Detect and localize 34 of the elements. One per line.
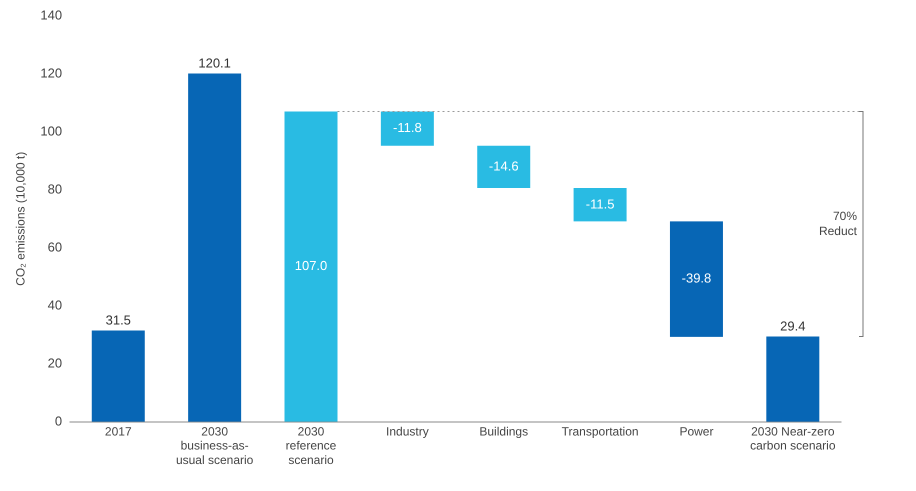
y-tick-label: 0 [54, 413, 62, 428]
bar [670, 221, 723, 337]
x-tick-label: 2030 business-as- usual scenario [176, 424, 254, 468]
data-label: 31.5 [106, 312, 131, 328]
y-tick-label: 20 [48, 355, 62, 370]
y-tick-label: 120 [40, 65, 62, 80]
y-tick-label: 60 [48, 239, 62, 254]
bar [380, 112, 434, 146]
y-tick-label: 100 [40, 123, 62, 138]
bar [477, 146, 530, 188]
bar [574, 188, 627, 222]
data-label: 107.0 [294, 258, 328, 274]
bar [284, 112, 338, 422]
x-tick-label: Transportation [562, 424, 639, 438]
x-tick-label: 2017 [104, 424, 132, 438]
bar [766, 336, 820, 422]
data-label: 120.1 [198, 56, 231, 71]
bar [92, 330, 145, 422]
x-tick-label: Power [679, 424, 714, 438]
x-tick-label: Industry [386, 424, 429, 438]
data-label: -14.6 [488, 158, 519, 174]
data-label: -11.8 [393, 120, 422, 136]
annotation: 70% Reduct [818, 208, 858, 238]
data-label: -11.5 [586, 196, 614, 212]
x-tick-label: Buildings [479, 424, 528, 438]
y-tick-label: 140 [40, 7, 62, 22]
y-tick-label: 80 [48, 181, 62, 196]
data-label: -39.8 [682, 270, 712, 286]
y-tick-label: 40 [48, 297, 62, 312]
x-tick-label: 2030 reference scenario [286, 424, 337, 468]
data-label: 29.4 [780, 318, 806, 334]
bar [188, 74, 242, 422]
x-tick-label: 2030 Near-zero carbon scenario [750, 424, 836, 453]
y-axis-title: CO₂ emissions (10,000 t) [14, 152, 28, 286]
